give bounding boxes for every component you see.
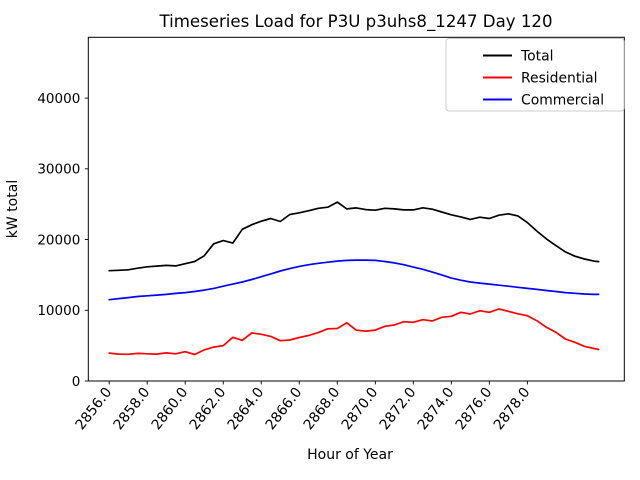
x-tick-label: 2858.0 [111, 385, 154, 433]
series-lines [108, 201, 600, 356]
x-tick-label: 2870.0 [339, 385, 382, 433]
x-axis-label: Hour of Year [307, 447, 393, 463]
x-tick-label: 2872.0 [377, 385, 420, 433]
y-tick-label: 10000 [37, 303, 80, 319]
y-tick-label: 30000 [37, 162, 80, 178]
legend-total-label: Total [520, 48, 553, 64]
x-tick-label: 2868.0 [301, 385, 344, 433]
x-tick-label: 2866.0 [263, 385, 306, 433]
x-tick-label: 2860.0 [149, 385, 192, 433]
commercial-line [108, 259, 600, 301]
chart-title: Timeseries Load for P3U p3uhs8_1247 Day … [158, 12, 552, 32]
y-tick-label: 40000 [37, 91, 80, 107]
residential-line [108, 308, 600, 356]
x-tick-label: 2864.0 [225, 385, 268, 433]
y-axis-label: kW total [5, 180, 21, 238]
legend-residential-label: Residential [521, 70, 598, 86]
x-axis-ticks: 2856.02858.02860.02862.02864.02866.02868… [73, 381, 534, 433]
y-axis-ticks: 0 10000 20000 30000 40000 [37, 91, 89, 390]
x-tick-label: 2876.0 [453, 385, 496, 433]
total-line [108, 201, 600, 272]
x-tick-label: 2856.0 [73, 385, 116, 433]
x-tick-label: 2874.0 [415, 385, 458, 433]
plot-area [87, 36, 625, 382]
y-tick-label: 20000 [37, 232, 80, 248]
x-tick-label: 2862.0 [187, 385, 230, 433]
x-tick-label: 2878.0 [491, 385, 534, 433]
legend-commercial-label: Commercial [521, 92, 604, 108]
legend: Total Residential Commercial [445, 38, 625, 112]
legend-box [445, 38, 625, 112]
y-tick-label: 0 [72, 374, 81, 390]
